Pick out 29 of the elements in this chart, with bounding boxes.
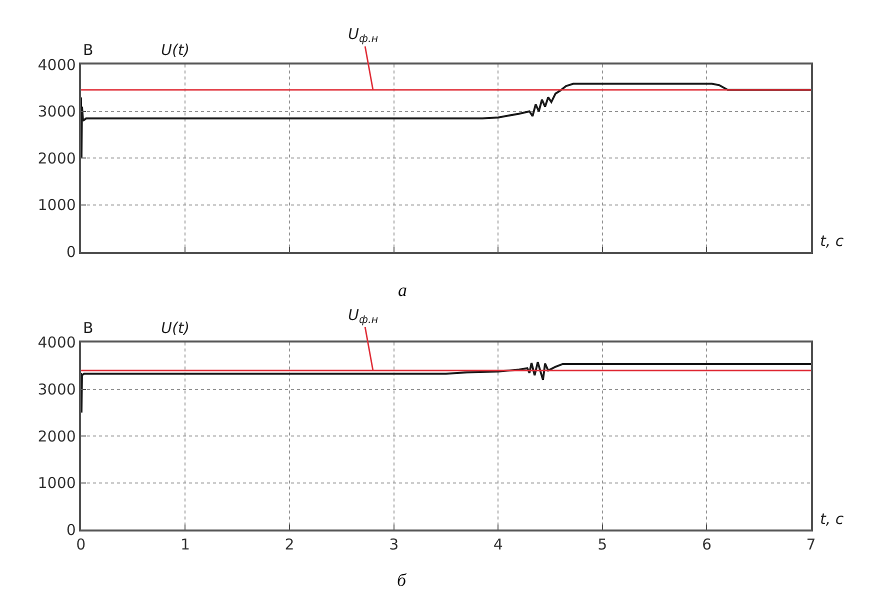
x-tick-label: 6 bbox=[702, 536, 712, 554]
x-tick-label: 5 bbox=[598, 536, 608, 554]
y-axis-title: В bbox=[83, 319, 94, 337]
ref-line-label: U$_{ф.н}$ bbox=[348, 25, 378, 46]
text: U(t) bbox=[161, 319, 190, 337]
x-tick-label: 2 bbox=[284, 536, 294, 554]
x-axis-title: t, с bbox=[820, 510, 844, 528]
y-axis-title: В bbox=[83, 41, 94, 59]
y-tick-label: 1000 bbox=[38, 474, 76, 492]
x-tick-label: 4 bbox=[493, 536, 503, 554]
x-tick-label: 7 bbox=[806, 536, 816, 554]
x-tick-label: 3 bbox=[389, 536, 399, 554]
y-tick-label: 4000 bbox=[38, 334, 76, 352]
text: б bbox=[397, 570, 407, 590]
line-series bbox=[80, 82, 812, 160]
text: U(t) bbox=[161, 41, 190, 59]
y-tick-label: 3000 bbox=[38, 102, 76, 121]
y-tick-label: 1000 bbox=[38, 196, 76, 214]
y-tick-label: 4000 bbox=[38, 56, 76, 74]
x-axis-title: t, с bbox=[820, 232, 844, 250]
y-tick-label: 2000 bbox=[38, 427, 76, 446]
ref-line-label: U$_{ф.н}$ bbox=[348, 306, 378, 326]
text: а bbox=[398, 280, 407, 300]
y-tick-label: 0 bbox=[66, 520, 76, 539]
x-tick-label: 1 bbox=[180, 536, 190, 554]
line-series bbox=[80, 361, 812, 414]
y-tick-label: 0 bbox=[66, 243, 76, 262]
y-tick-label: 3000 bbox=[38, 380, 76, 398]
y-tick-label: 2000 bbox=[38, 149, 76, 168]
